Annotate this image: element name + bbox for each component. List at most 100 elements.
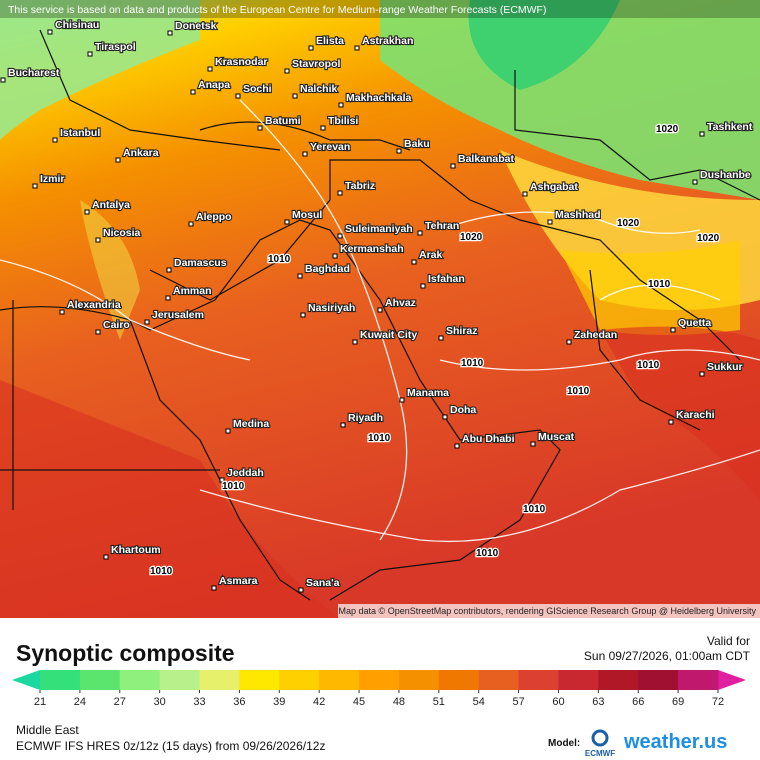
city-marker	[411, 259, 417, 265]
city-label: Mosul	[292, 209, 322, 221]
city-marker	[337, 190, 343, 196]
colorbar-band	[239, 670, 280, 690]
city-marker	[417, 230, 423, 236]
city-label: Doha	[450, 404, 476, 416]
city-label: Alexandria	[67, 299, 121, 311]
isobar-label: 1010	[268, 254, 291, 265]
valid-time: Sun 09/27/2026, 01:00am CDT	[584, 649, 751, 663]
city-marker	[257, 125, 263, 131]
city-marker	[211, 585, 217, 591]
city-marker	[115, 157, 121, 163]
city-marker	[188, 221, 194, 227]
city-label: Baku	[404, 138, 430, 150]
city-marker	[547, 219, 553, 225]
city-label: Nasiriyah	[308, 302, 355, 314]
city-marker	[354, 45, 360, 51]
city-marker	[352, 339, 358, 345]
isobar-label: 1010	[567, 386, 590, 397]
city-label: Tashkent	[707, 121, 753, 133]
city-marker	[95, 237, 101, 243]
colorbar-tick-label: 45	[353, 696, 365, 708]
colorbar-tick-label: 39	[273, 696, 285, 708]
isobar-label: 1010	[523, 504, 546, 515]
brand: weather.us	[623, 731, 727, 753]
city-marker	[225, 428, 231, 434]
city-marker	[668, 419, 674, 425]
city-label: Riyadh	[348, 412, 383, 424]
colorbar-band	[319, 670, 360, 690]
city-marker	[219, 477, 225, 483]
city-marker	[235, 93, 241, 99]
colorbar-band	[119, 670, 161, 690]
city-label: Manama	[407, 387, 449, 399]
city-label: Bucharest	[8, 67, 60, 79]
colorbar-band	[438, 670, 480, 690]
city-marker	[438, 335, 444, 341]
city-marker	[284, 68, 290, 74]
city-label: Tiraspol	[95, 41, 136, 53]
city-marker	[166, 267, 172, 273]
city-marker	[302, 151, 308, 157]
colorbar-band	[79, 670, 121, 690]
city-label: Elista	[316, 35, 344, 47]
isobar-label: 1020	[697, 233, 720, 244]
city-marker	[340, 422, 346, 428]
model-label: Model:	[548, 738, 580, 749]
colorbar-band	[40, 670, 81, 690]
isobar-label: 1010	[150, 566, 173, 577]
city-label: Chisinau	[55, 19, 99, 31]
city-marker	[95, 329, 101, 335]
isobar-label: 1020	[617, 218, 640, 229]
notice: This service is based on data and produc…	[8, 4, 546, 16]
colorbar-tick-label: 36	[233, 696, 245, 708]
colorbar-low	[12, 670, 40, 690]
city-label: Nalchik	[300, 83, 338, 95]
city-label: Batumi	[265, 115, 301, 127]
city-label: Cairo	[103, 319, 130, 331]
city-label: Quetta	[678, 317, 711, 329]
isobar-label: 1010	[637, 360, 660, 371]
city-marker	[692, 179, 698, 185]
city-label: Suleimaniyah	[345, 223, 413, 235]
colorbar-tick-label: 54	[473, 696, 485, 708]
footer: Synoptic composite Valid for Sun 09/27/2…	[16, 634, 751, 758]
city-label: Sochi	[243, 83, 272, 95]
colorbar-band	[359, 670, 400, 690]
city-marker	[103, 554, 109, 560]
isobar-label: 1010	[461, 358, 484, 369]
city-marker	[47, 29, 53, 35]
city-label: Sana'a	[306, 577, 340, 589]
city-label: Arak	[419, 249, 443, 261]
colorbar-band	[558, 670, 599, 690]
map: This service is based on data and produc…	[0, 0, 760, 618]
city-marker	[59, 309, 65, 315]
city-label: Tbilisi	[328, 115, 358, 127]
city-marker	[399, 397, 405, 403]
city-label: Sukkur	[707, 361, 743, 373]
city-marker	[32, 183, 38, 189]
ecmwf-logo	[591, 729, 609, 747]
colorbar-band	[518, 670, 559, 690]
city-marker	[167, 30, 173, 36]
city-marker	[670, 327, 676, 333]
city-marker	[87, 51, 93, 57]
city-marker	[338, 102, 344, 108]
city-marker	[84, 209, 90, 215]
colorbar-band	[638, 670, 679, 690]
colorbar-tick-label: 42	[313, 696, 325, 708]
city-label: Antalya	[92, 199, 130, 211]
city-label: Khartoum	[111, 544, 161, 556]
colorbar-tick-label: 30	[154, 696, 166, 708]
city-marker	[320, 125, 326, 131]
city-marker	[298, 587, 304, 593]
city-marker	[190, 89, 196, 95]
colorbar-band	[279, 670, 320, 690]
city-marker	[530, 441, 536, 447]
colorbar-high	[718, 670, 746, 690]
city-marker	[165, 295, 171, 301]
city-marker	[522, 191, 528, 197]
colorbar-band	[199, 670, 240, 690]
isobar-label: 1010	[222, 481, 245, 492]
city-marker	[52, 137, 58, 143]
colorbar-tick-label: 21	[34, 696, 46, 708]
